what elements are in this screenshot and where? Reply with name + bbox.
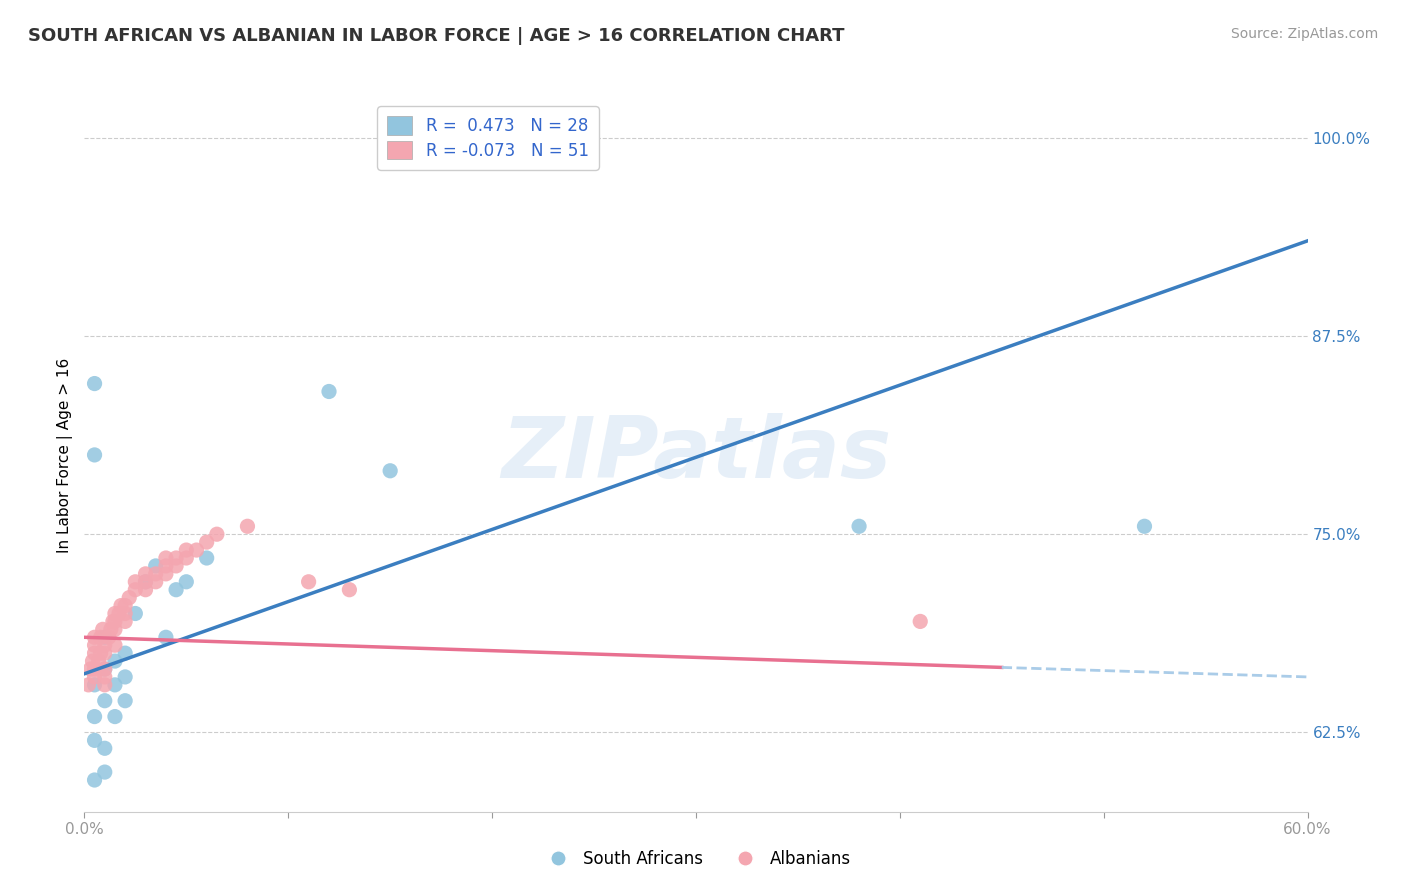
Point: [104, 607, 127, 621]
Point: [298, 574, 321, 589]
Point: [83, 733, 105, 747]
Point: [83, 448, 105, 462]
Text: Source: ZipAtlas.com: Source: ZipAtlas.com: [1230, 27, 1378, 41]
Point: [910, 615, 932, 629]
Point: [135, 574, 157, 589]
Point: [83, 670, 105, 684]
Point: [380, 464, 402, 478]
Point: [155, 551, 177, 566]
Point: [104, 678, 127, 692]
Point: [339, 582, 361, 597]
Point: [83, 772, 105, 787]
Point: [236, 519, 259, 533]
Point: [101, 615, 124, 629]
Point: [90, 646, 112, 660]
Point: [83, 638, 105, 652]
Point: [83, 709, 105, 723]
Point: [87, 654, 110, 668]
Point: [114, 615, 136, 629]
Point: [176, 574, 198, 589]
Point: [145, 558, 167, 573]
Point: [114, 599, 136, 613]
Point: [135, 574, 157, 589]
Point: [135, 566, 157, 581]
Point: [318, 384, 340, 399]
Point: [114, 670, 136, 684]
Point: [165, 551, 187, 566]
Point: [155, 566, 177, 581]
Point: [83, 376, 105, 391]
Point: [848, 519, 870, 533]
Point: [124, 607, 146, 621]
Point: [176, 551, 198, 566]
Point: [135, 582, 157, 597]
Point: [205, 527, 228, 541]
Point: [83, 646, 105, 660]
Point: [104, 654, 127, 668]
Point: [79, 662, 101, 676]
Point: [165, 558, 187, 573]
Point: [124, 582, 146, 597]
Point: [145, 574, 167, 589]
Point: [83, 662, 105, 676]
Point: [93, 630, 117, 644]
Point: [91, 623, 114, 637]
Point: [1133, 519, 1156, 533]
Point: [100, 623, 122, 637]
Point: [83, 678, 105, 692]
Point: [93, 662, 117, 676]
Point: [108, 607, 131, 621]
Point: [155, 630, 177, 644]
Point: [93, 670, 117, 684]
Point: [165, 582, 187, 597]
Point: [124, 574, 146, 589]
Point: [93, 678, 117, 692]
Point: [104, 638, 127, 652]
Point: [195, 551, 218, 566]
Point: [118, 591, 141, 605]
Point: [93, 646, 117, 660]
Point: [77, 678, 100, 692]
Point: [186, 543, 208, 558]
Legend: South Africans, Albanians: South Africans, Albanians: [534, 844, 858, 875]
Point: [155, 558, 177, 573]
Point: [93, 741, 117, 756]
Text: SOUTH AFRICAN VS ALBANIAN IN LABOR FORCE | AGE > 16 CORRELATION CHART: SOUTH AFRICAN VS ALBANIAN IN LABOR FORCE…: [28, 27, 845, 45]
Point: [97, 630, 120, 644]
Point: [104, 709, 127, 723]
Y-axis label: In Labor Force | Age > 16: In Labor Force | Age > 16: [58, 358, 73, 552]
Point: [145, 566, 167, 581]
Point: [114, 607, 136, 621]
Point: [195, 535, 218, 549]
Point: [110, 599, 132, 613]
Point: [83, 630, 105, 644]
Point: [82, 654, 104, 668]
Text: ZIPatlas: ZIPatlas: [501, 413, 891, 497]
Point: [104, 623, 127, 637]
Point: [114, 646, 136, 660]
Point: [93, 694, 117, 708]
Point: [93, 662, 117, 676]
Point: [93, 638, 117, 652]
Point: [104, 615, 127, 629]
Point: [114, 694, 136, 708]
Point: [90, 630, 112, 644]
Point: [93, 765, 117, 780]
Point: [176, 543, 198, 558]
